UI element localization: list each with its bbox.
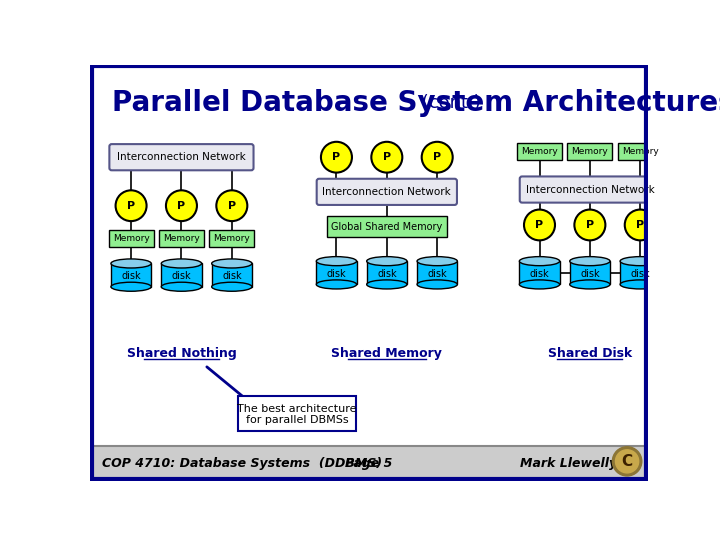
FancyBboxPatch shape <box>109 144 253 170</box>
Ellipse shape <box>316 280 356 289</box>
Ellipse shape <box>519 256 559 266</box>
Text: P: P <box>228 201 236 211</box>
Text: Memory: Memory <box>622 147 659 156</box>
FancyBboxPatch shape <box>316 261 356 285</box>
FancyBboxPatch shape <box>517 143 562 160</box>
Ellipse shape <box>212 259 252 268</box>
FancyBboxPatch shape <box>92 447 646 479</box>
FancyBboxPatch shape <box>417 261 457 285</box>
Ellipse shape <box>417 256 457 266</box>
Text: disk: disk <box>327 269 346 279</box>
Circle shape <box>575 210 606 240</box>
FancyBboxPatch shape <box>366 261 407 285</box>
Circle shape <box>612 447 642 476</box>
FancyBboxPatch shape <box>620 261 660 285</box>
Text: P: P <box>636 220 644 230</box>
Text: Interconnection Network: Interconnection Network <box>323 187 451 197</box>
Ellipse shape <box>417 280 457 289</box>
FancyBboxPatch shape <box>618 143 662 160</box>
Text: P: P <box>333 152 341 162</box>
Text: Mark Llewellyn ©: Mark Llewellyn © <box>520 457 643 470</box>
Text: Parallel Database System Architectures: Parallel Database System Architectures <box>112 89 720 117</box>
FancyBboxPatch shape <box>327 217 447 237</box>
Text: C: C <box>621 454 633 469</box>
Ellipse shape <box>620 280 660 289</box>
Text: The best architecture
for parallel DBMSs: The best architecture for parallel DBMSs <box>237 403 356 425</box>
FancyBboxPatch shape <box>519 261 559 285</box>
FancyBboxPatch shape <box>567 143 612 160</box>
Circle shape <box>524 210 555 240</box>
Ellipse shape <box>620 256 660 266</box>
Text: P: P <box>586 220 594 230</box>
FancyBboxPatch shape <box>161 264 202 287</box>
Text: disk: disk <box>171 271 192 281</box>
Text: P: P <box>383 152 391 162</box>
FancyBboxPatch shape <box>238 396 356 431</box>
Ellipse shape <box>161 282 202 291</box>
Ellipse shape <box>111 282 151 291</box>
Text: Page 5: Page 5 <box>346 457 392 470</box>
Ellipse shape <box>366 256 407 266</box>
Circle shape <box>321 142 352 173</box>
Text: disk: disk <box>631 269 650 279</box>
Text: P: P <box>536 220 544 230</box>
Text: Memory: Memory <box>572 147 608 156</box>
Circle shape <box>422 142 453 173</box>
Text: COP 4710: Database Systems  (DDBMS): COP 4710: Database Systems (DDBMS) <box>102 457 382 470</box>
Text: Global Shared Memory: Global Shared Memory <box>331 221 443 232</box>
FancyBboxPatch shape <box>109 230 153 247</box>
FancyBboxPatch shape <box>159 230 204 247</box>
Ellipse shape <box>212 282 252 291</box>
FancyBboxPatch shape <box>317 179 457 205</box>
Text: Shared Memory: Shared Memory <box>331 347 442 360</box>
Ellipse shape <box>570 280 610 289</box>
Circle shape <box>625 210 656 240</box>
Ellipse shape <box>519 280 559 289</box>
Text: (cont.): (cont.) <box>415 94 480 112</box>
Text: Shared Nothing: Shared Nothing <box>127 347 236 360</box>
Text: Interconnection Network: Interconnection Network <box>526 185 654 194</box>
Circle shape <box>166 190 197 221</box>
FancyBboxPatch shape <box>570 261 610 285</box>
FancyBboxPatch shape <box>520 177 660 202</box>
Ellipse shape <box>111 259 151 268</box>
Text: disk: disk <box>580 269 600 279</box>
Text: Memory: Memory <box>113 233 150 242</box>
Ellipse shape <box>366 280 407 289</box>
Ellipse shape <box>161 259 202 268</box>
Text: Shared Disk: Shared Disk <box>548 347 632 360</box>
Text: Memory: Memory <box>163 233 200 242</box>
Ellipse shape <box>570 256 610 266</box>
Circle shape <box>216 190 248 221</box>
Text: disk: disk <box>428 269 447 279</box>
Text: P: P <box>127 201 135 211</box>
FancyBboxPatch shape <box>210 230 254 247</box>
Text: Memory: Memory <box>521 147 558 156</box>
Text: P: P <box>433 152 441 162</box>
Circle shape <box>116 190 147 221</box>
Ellipse shape <box>316 256 356 266</box>
Text: disk: disk <box>530 269 549 279</box>
Text: disk: disk <box>377 269 397 279</box>
Circle shape <box>372 142 402 173</box>
FancyBboxPatch shape <box>111 264 151 287</box>
FancyBboxPatch shape <box>212 264 252 287</box>
Text: disk: disk <box>121 271 141 281</box>
Text: Interconnection Network: Interconnection Network <box>117 152 246 162</box>
Circle shape <box>616 450 639 473</box>
Text: Memory: Memory <box>213 233 251 242</box>
Text: disk: disk <box>222 271 242 281</box>
Text: P: P <box>177 201 186 211</box>
